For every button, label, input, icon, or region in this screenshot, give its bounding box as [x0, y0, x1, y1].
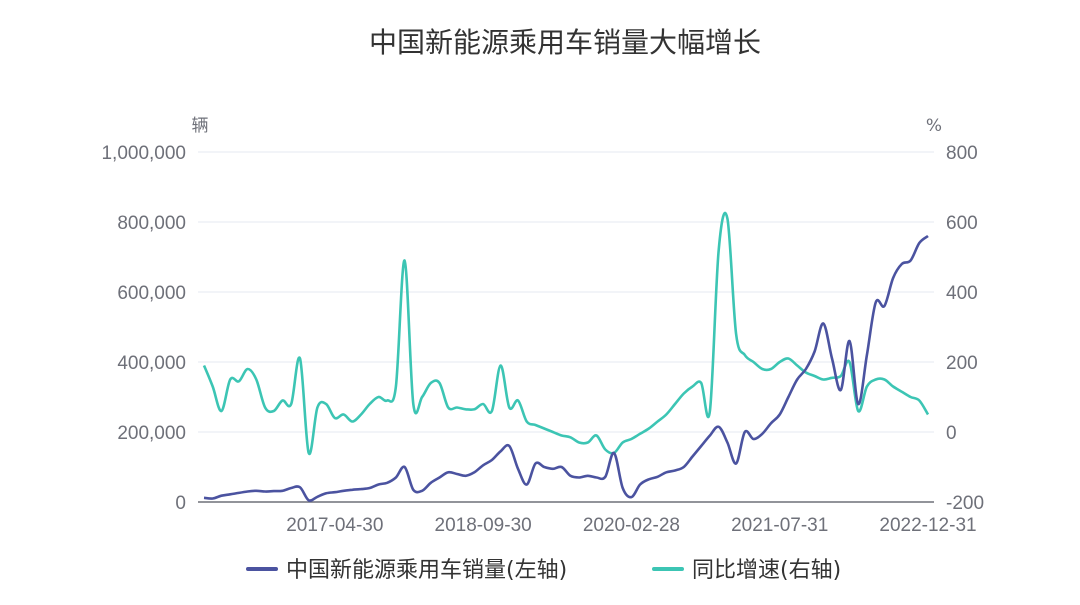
right-tick-label: 800 — [946, 143, 978, 164]
left-tick-label: 600,000 — [117, 283, 186, 304]
right-axis-ticks: -200 0 200 400 600 800 — [946, 143, 984, 514]
right-tick-label: 600 — [946, 213, 978, 234]
right-tick-label: 400 — [946, 283, 978, 304]
right-tick-label: -200 — [946, 493, 984, 514]
left-axis-ticks: 0 200,000 400,000 600,000 800,000 1,000,000 — [101, 143, 186, 514]
left-tick-label: 200,000 — [117, 423, 186, 444]
left-tick-label: 800,000 — [117, 213, 186, 234]
left-axis-unit: 辆 — [192, 116, 209, 136]
legend-label: 中国新能源乘用车销量(左轴) — [286, 558, 567, 583]
sales-volume-series-line — [203, 234, 929, 502]
left-tick-label: 400,000 — [117, 353, 186, 374]
right-tick-label: 200 — [946, 353, 978, 374]
legend-label: 同比增速(右轴) — [692, 558, 841, 583]
grid-lines — [198, 151, 934, 433]
right-axis-unit: % — [926, 116, 942, 136]
x-tick-label: 2022-12-31 — [879, 515, 976, 536]
chart-title: 中国新能源乘用车销量大幅增长 — [369, 26, 761, 59]
x-axis-ticks: 2017-04-30 2018-09-30 2020-02-28 2021-07-31… — [286, 515, 976, 536]
right-tick-label: 0 — [946, 423, 957, 444]
x-tick-label: 2020-02-28 — [583, 515, 680, 536]
legend: 中国新能源乘用车销量(左轴) 同比增速(右轴) — [246, 558, 841, 583]
left-tick-label: 0 — [175, 493, 186, 514]
x-tick-label: 2018-09-30 — [435, 515, 532, 536]
left-tick-label: 1,000,000 — [101, 143, 186, 164]
x-tick-label: 2021-07-31 — [731, 515, 828, 536]
x-tick-label: 2017-04-30 — [286, 515, 383, 536]
series-layer — [202, 211, 930, 502]
